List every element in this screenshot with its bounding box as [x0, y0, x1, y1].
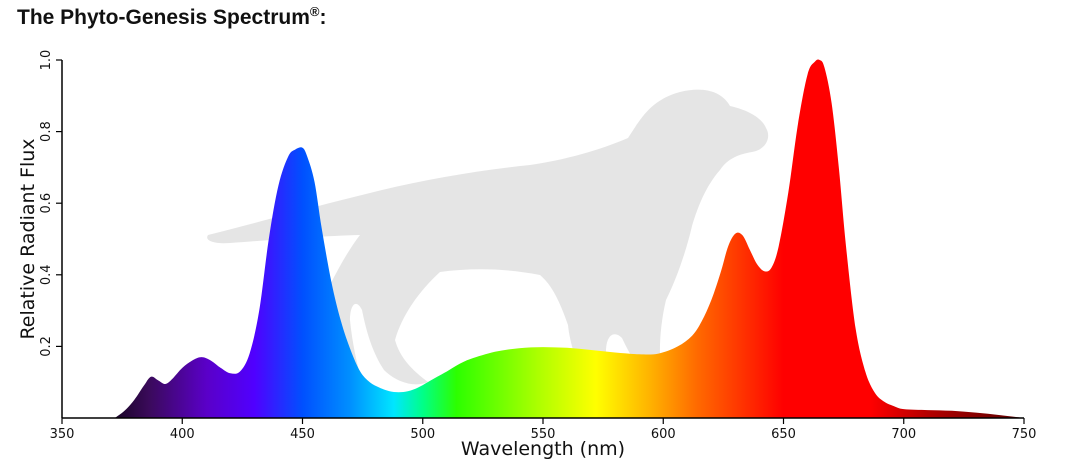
y-tick-label: 0.6 [39, 193, 54, 214]
spectrum-area [114, 59, 1024, 419]
x-tick-label: 550 [531, 427, 556, 442]
chart-title: The Phyto-Genesis Spectrum®: [17, 4, 327, 30]
y-tick-label: 0.8 [39, 121, 54, 142]
y-axis-title: Relative Radiant Flux [17, 138, 39, 339]
x-axis-title: Wavelength (nm) [461, 438, 625, 460]
dog-silhouette-icon [207, 89, 769, 401]
y-tick-label: 1.0 [39, 50, 54, 71]
x-tick-label: 750 [1012, 427, 1037, 442]
x-tick-label: 400 [170, 427, 195, 442]
x-tick-label: 600 [651, 427, 676, 442]
x-tick-label: 700 [891, 427, 916, 442]
x-tick-label: 650 [771, 427, 796, 442]
y-tick-label: 0.2 [39, 336, 54, 357]
x-tick-label: 500 [410, 427, 435, 442]
chart-title-text: The Phyto-Genesis Spectrum [17, 6, 310, 29]
x-tick-label: 450 [290, 427, 315, 442]
chart-title-suffix: : [319, 6, 327, 29]
x-ticks: 350 400 450 500 550 600 650 700 750 [50, 418, 1037, 442]
y-ticks: 0.2 0.4 0.6 0.8 1.0 [39, 50, 62, 357]
x-tick-label: 350 [50, 427, 75, 442]
registered-trademark: ® [309, 4, 320, 19]
y-tick-label: 0.4 [39, 264, 54, 285]
